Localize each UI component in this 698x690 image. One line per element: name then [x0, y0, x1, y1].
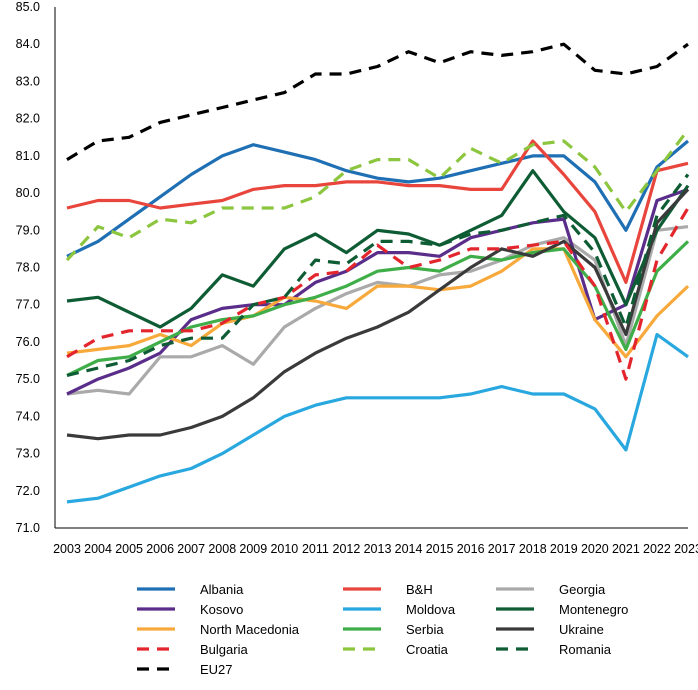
x-tick-label: 2008 [208, 542, 236, 556]
y-tick-label: 80.0 [16, 186, 40, 200]
x-tick-label: 2006 [146, 542, 174, 556]
y-tick-label: 75.0 [16, 372, 40, 386]
y-tick-label: 71.0 [16, 521, 40, 535]
x-tick-label: 2021 [612, 542, 640, 556]
legend-label: EU27 [200, 662, 233, 677]
x-tick-label: 2003 [53, 542, 81, 556]
y-tick-label: 82.0 [16, 112, 40, 126]
legend-label: Moldova [406, 602, 456, 617]
x-tick-label: 2012 [333, 542, 361, 556]
y-tick-label: 73.0 [16, 447, 40, 461]
series-line-ukraine [66, 188, 690, 441]
legend-label: Georgia [559, 582, 606, 597]
series-line-kosovo [66, 187, 689, 396]
axes-layer: 71.0 72.0 73.0 74.0 75.0 76.0 77.0 78.0 79.0 80.0… [16, 0, 698, 556]
legend: Albania B&H Georgia Kosovo Moldova Montenegro… [137, 582, 628, 677]
series-line-eu27 [66, 42, 689, 161]
x-tick-label: 2018 [519, 542, 547, 556]
series-line-serbia [66, 240, 690, 377]
x-tick-label: 2017 [488, 542, 516, 556]
x-tick-label: 2016 [457, 542, 485, 556]
series-line-moldova [66, 332, 689, 504]
x-tick-label: 2014 [395, 542, 423, 556]
x-tick-label: 2005 [115, 542, 143, 556]
legend-label: Croatia [406, 642, 449, 657]
legend-label: Ukraine [559, 622, 604, 637]
series-line-bulgaria [66, 207, 690, 381]
x-tick-label: 2010 [270, 542, 298, 556]
legend-label: North Macedonia [200, 622, 300, 637]
y-tick-label: 72.0 [16, 484, 40, 498]
x-tick-label: 2011 [302, 542, 329, 556]
y-tick-label: 85.0 [16, 0, 40, 14]
x-tick-label: 2019 [550, 542, 578, 556]
series-line-romania [66, 173, 690, 377]
legend-label: Serbia [406, 622, 444, 637]
series-line-montenegro [66, 169, 690, 329]
legend-label: B&H [406, 582, 433, 597]
x-tick-label: 2013 [364, 542, 392, 556]
y-tick-label: 76.0 [16, 335, 40, 349]
y-tick-label: 78.0 [16, 261, 40, 275]
legend-label: Bulgaria [200, 642, 248, 657]
series-layer [65, 42, 690, 504]
x-tick-label: 2009 [239, 542, 267, 556]
legend-label: Albania [200, 582, 244, 597]
legend-label: Romania [559, 642, 612, 657]
x-tick-label: 2004 [84, 542, 112, 556]
y-tick-label: 81.0 [16, 149, 40, 163]
series-line-georgia [66, 225, 689, 396]
y-tick-label: 83.0 [16, 74, 40, 88]
x-tick-label: 2023 [674, 542, 698, 556]
y-tick-label: 84.0 [16, 37, 40, 51]
series-line-croatia [65, 128, 690, 262]
y-tick-label: 74.0 [16, 409, 40, 423]
legend-label: Montenegro [559, 602, 628, 617]
series-line-b-h [66, 139, 689, 284]
y-tick-label: 77.0 [16, 298, 40, 312]
legend-label: Kosovo [200, 602, 243, 617]
y-tick-label: 79.0 [16, 223, 40, 237]
x-tick-label: 2022 [643, 542, 671, 556]
series-line-albania [66, 139, 690, 258]
x-tick-label: 2020 [581, 542, 609, 556]
x-tick-label: 2015 [426, 542, 454, 556]
x-tick-label: 2007 [177, 542, 205, 556]
